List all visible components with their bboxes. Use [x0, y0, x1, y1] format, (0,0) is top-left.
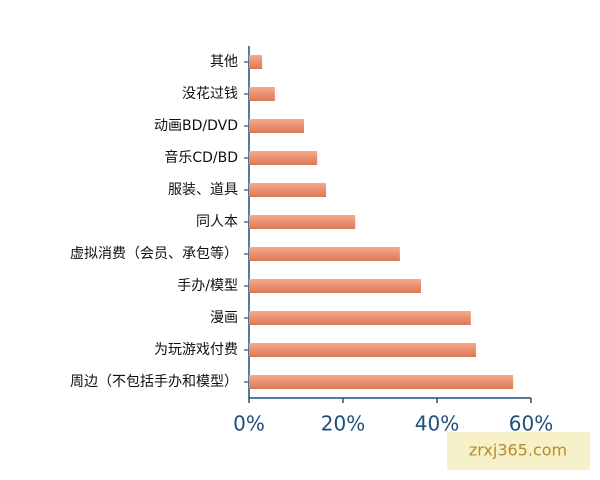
x-tick-label: 0%: [233, 412, 265, 436]
watermark-box: [447, 432, 590, 470]
bar: [249, 343, 477, 357]
y-tick-label: 音乐CD/BD: [164, 149, 238, 166]
y-tick-label: 周边（不包括手办和模型）: [70, 374, 238, 390]
bar: [249, 215, 356, 229]
bar: [249, 311, 471, 325]
y-tick-label: 手办/模型: [177, 278, 238, 294]
bar: [249, 247, 400, 261]
bar: [249, 55, 263, 69]
bar: [249, 151, 318, 165]
watermark: zrxj365.com: [469, 441, 567, 460]
y-tick-label: 虚拟消费（会员、承包等）: [70, 245, 238, 262]
y-tick-label: 漫画: [210, 310, 238, 326]
x-tick-label: 60%: [509, 412, 553, 436]
y-tick-label: 其他: [210, 54, 238, 70]
bar: [249, 375, 514, 389]
x-tick-label: 20%: [321, 412, 365, 436]
bar: [249, 183, 327, 197]
bar: [249, 119, 304, 133]
y-tick-label: 同人本: [196, 214, 238, 230]
y-tick-label: 没花过钱: [182, 86, 238, 102]
bar: [249, 87, 275, 101]
y-tick-label: 动画BD/DVD: [154, 118, 238, 134]
x-tick-label: 40%: [415, 412, 459, 436]
y-tick-label: 为玩游戏付费: [154, 342, 238, 358]
bar: [249, 279, 422, 293]
y-tick-label: 服装、道具: [168, 182, 238, 198]
